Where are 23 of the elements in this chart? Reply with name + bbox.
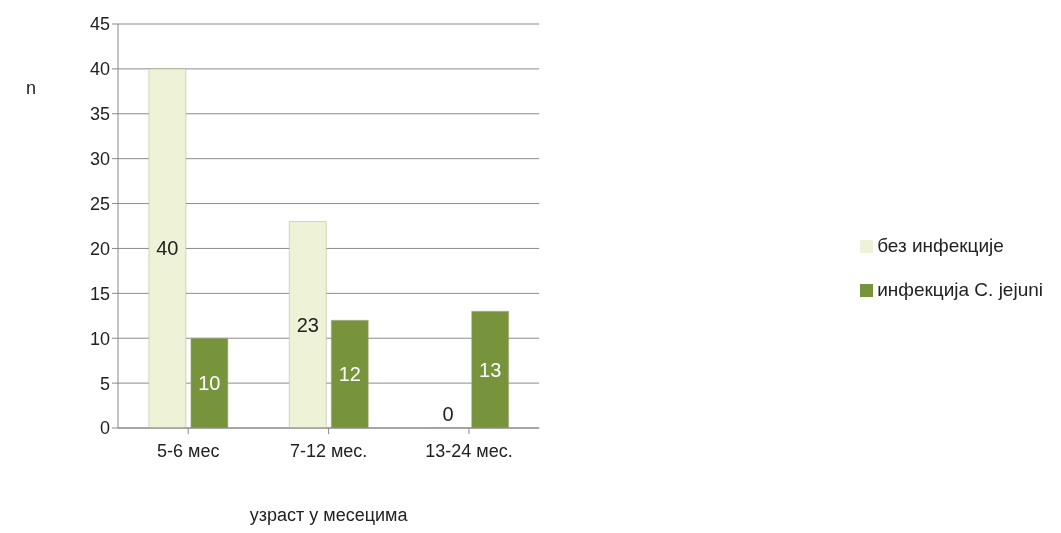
data-label: 10 — [198, 372, 221, 395]
y-tick-label: 10 — [89, 328, 110, 349]
y-tick-label: 15 — [89, 283, 110, 304]
y-tick-label: 25 — [89, 193, 110, 214]
legend-label: инфекција C. jejuni — [877, 279, 1043, 300]
x-axis-title: узраст у месецима — [249, 505, 409, 525]
y-tick-label: 35 — [89, 104, 110, 125]
y-tick-label: 45 — [89, 14, 110, 35]
y-tick-label: 0 — [99, 418, 110, 439]
y-tick-label: 5 — [99, 373, 110, 394]
y-axis-title: n — [26, 78, 37, 98]
data-label: 12 — [338, 363, 361, 386]
data-label: 40 — [156, 237, 179, 260]
data-label: 23 — [296, 313, 319, 336]
x-tick-label: 7-12 мес. — [289, 440, 368, 461]
y-tick-label: 30 — [89, 149, 110, 170]
data-label: 0 — [442, 402, 454, 425]
legend-label: без инфекције — [877, 235, 1004, 256]
data-label: 13 — [479, 358, 502, 381]
y-tick-label: 20 — [89, 238, 110, 259]
x-tick-label: 13-24 мес. — [425, 440, 513, 461]
y-tick-label: 40 — [89, 59, 110, 80]
x-tick-label: 5-6 мес — [156, 440, 220, 461]
